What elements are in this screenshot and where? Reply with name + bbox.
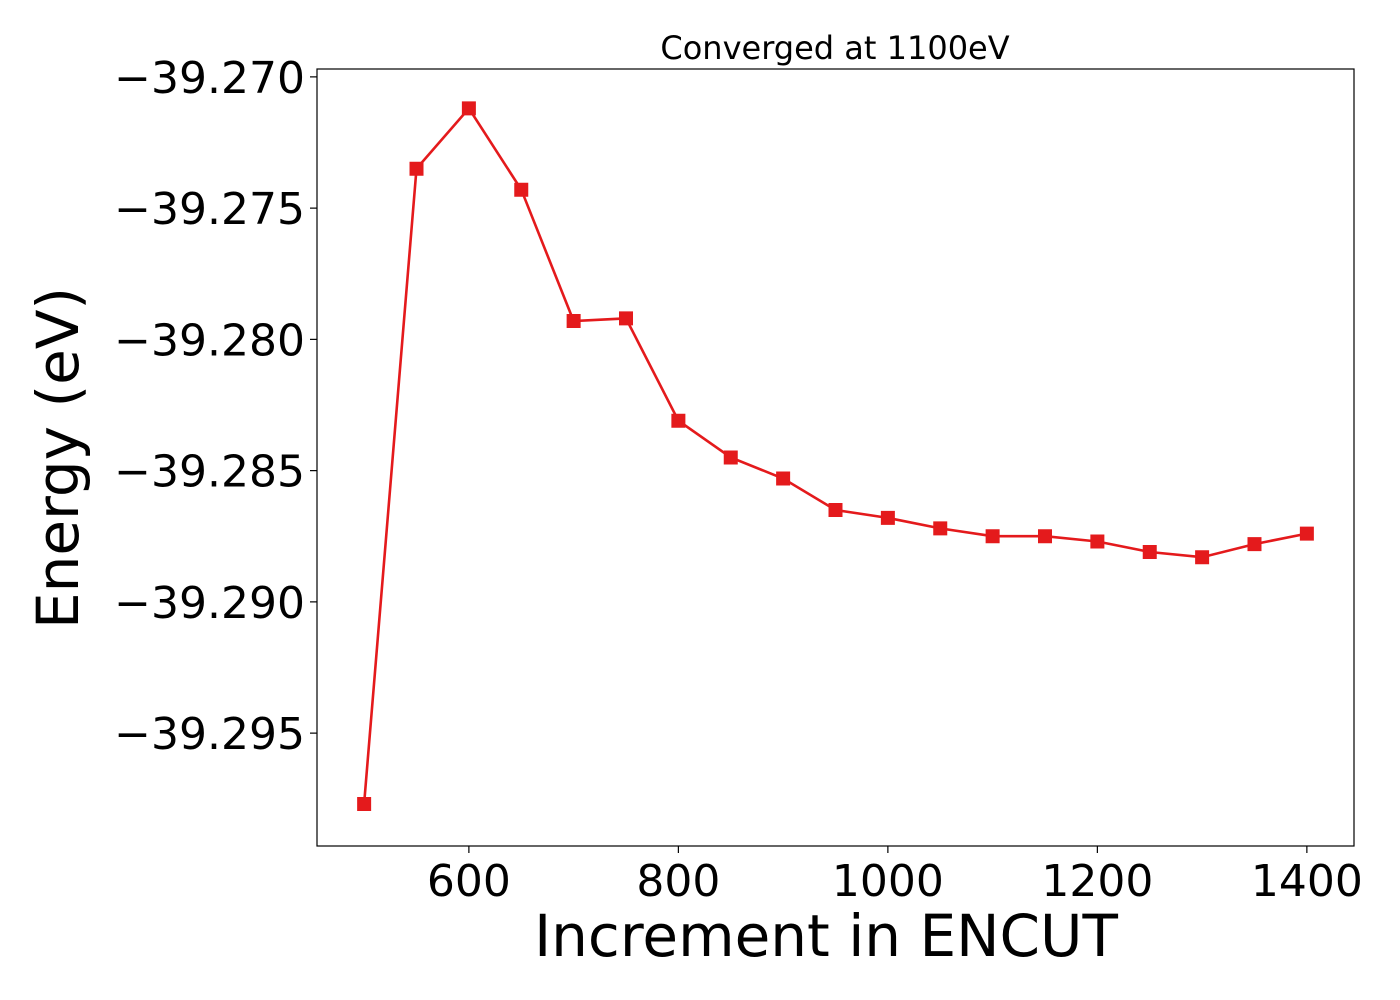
x-axis: 600 800 1000 1200 1400 [427,846,1363,907]
x-tick-label: 600 [427,856,511,907]
data-point-marker [1195,550,1210,565]
y-tick-label: −39.290 [114,578,305,629]
data-point-marker [1142,545,1157,559]
data-point-marker [514,182,529,197]
y-tick-label: −39.285 [114,447,305,498]
data-point-marker [1299,526,1314,541]
data-point-marker [880,510,895,525]
data-point-marker [776,471,791,486]
x-tick-label: 800 [636,856,720,907]
y-axis: −39.270 −39.275 −39.280 −39.285 −39.290 −39.2… [114,53,317,760]
data-point-marker [461,101,476,116]
data-point-marker [1037,529,1052,544]
data-point-marker [828,503,843,517]
data-point-marker [671,413,686,428]
data-point-marker [1090,534,1105,549]
data-point-marker [1247,537,1262,552]
x-tick-label: 1200 [1041,856,1153,907]
data-point-marker [357,797,372,811]
x-axis-label: Increment in ENCUT [534,902,1118,970]
x-tick-label: 1400 [1251,856,1363,907]
y-tick-label: −39.295 [114,709,305,760]
y-tick-label: −39.275 [114,184,305,235]
data-point-marker [409,161,424,176]
x-tick-label: 1000 [832,856,944,907]
data-point-marker [566,314,581,328]
y-axis-label: Energy (eV) [24,287,92,629]
series-markers [357,101,1314,811]
series-line [362,106,1308,805]
chart-title: Converged at 1100eV [660,29,1009,67]
y-tick-label: −39.280 [114,315,305,366]
data-point-marker [933,521,948,536]
y-tick-label: −39.270 [114,53,305,104]
plot-area-frame [316,68,1355,847]
data-point-marker [985,529,1000,544]
data-point-marker [619,311,634,326]
data-point-marker [723,450,738,465]
